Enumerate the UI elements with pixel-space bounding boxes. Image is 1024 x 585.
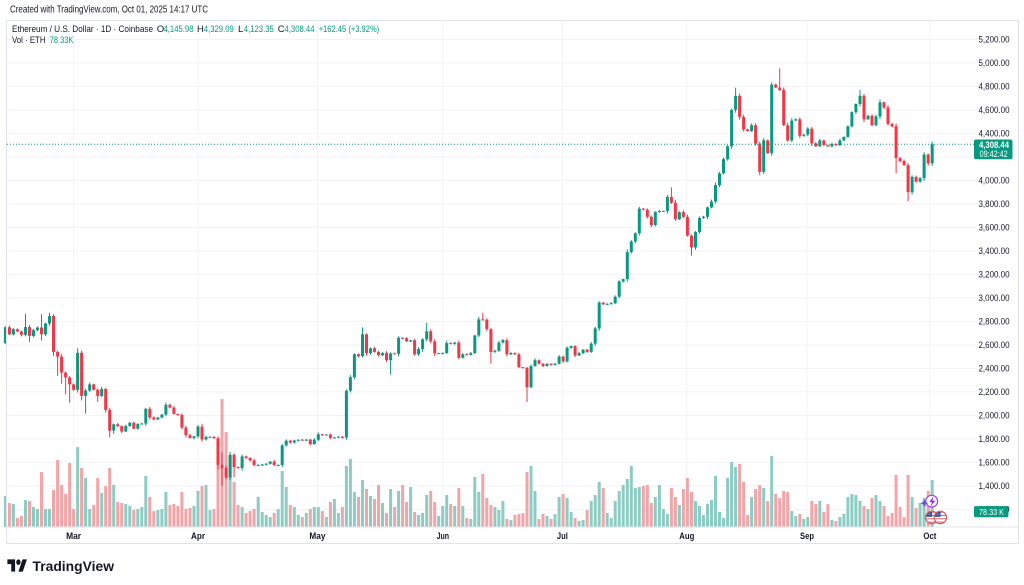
svg-text:5,200.00: 5,200.00 bbox=[979, 35, 1010, 46]
svg-text:Sep: Sep bbox=[800, 531, 814, 542]
svg-text:4,400.00: 4,400.00 bbox=[979, 129, 1010, 140]
svg-text:Vol · ETH: Vol · ETH bbox=[12, 35, 46, 46]
svg-text:+162.45 (+3.92%): +162.45 (+3.92%) bbox=[319, 24, 380, 35]
svg-text:09:42:42: 09:42:42 bbox=[980, 149, 1008, 159]
svg-text:Aug: Aug bbox=[679, 531, 694, 542]
svg-text:78.33 K: 78.33 K bbox=[979, 507, 1004, 517]
svg-text:1,800.00: 1,800.00 bbox=[979, 434, 1010, 445]
svg-text:2,800.00: 2,800.00 bbox=[979, 317, 1010, 328]
svg-text:Ethereum / U.S. Dollar · 1D ·: Ethereum / U.S. Dollar · 1D · Coinbase bbox=[12, 24, 153, 35]
svg-text:3,800.00: 3,800.00 bbox=[979, 199, 1010, 210]
svg-text:Oct: Oct bbox=[923, 531, 937, 542]
svg-text:4,145.98: 4,145.98 bbox=[164, 24, 194, 35]
svg-text:4,308.44: 4,308.44 bbox=[979, 140, 1010, 150]
svg-text:Created with TradingView.com,: Created with TradingView.com, Oct 01, 20… bbox=[10, 5, 208, 16]
svg-text:3,400.00: 3,400.00 bbox=[979, 246, 1010, 257]
svg-text:4,123.35: 4,123.35 bbox=[244, 24, 274, 35]
svg-text:May: May bbox=[309, 531, 326, 542]
svg-text:4,600.00: 4,600.00 bbox=[979, 105, 1010, 116]
svg-text:2,600.00: 2,600.00 bbox=[979, 340, 1010, 351]
svg-text:4,308.44: 4,308.44 bbox=[285, 24, 315, 35]
svg-text:4,329.09: 4,329.09 bbox=[204, 24, 234, 35]
svg-text:Jun: Jun bbox=[437, 531, 450, 542]
svg-text:1,600.00: 1,600.00 bbox=[979, 458, 1010, 469]
svg-text:Jul: Jul bbox=[557, 531, 568, 542]
svg-text:2,200.00: 2,200.00 bbox=[979, 387, 1010, 398]
svg-text:2,400.00: 2,400.00 bbox=[979, 364, 1010, 375]
svg-text:4,800.00: 4,800.00 bbox=[979, 82, 1010, 93]
svg-text:O: O bbox=[157, 24, 164, 35]
svg-text:4,000.00: 4,000.00 bbox=[979, 176, 1010, 187]
svg-text:3,600.00: 3,600.00 bbox=[979, 223, 1010, 234]
svg-text:3,000.00: 3,000.00 bbox=[979, 293, 1010, 304]
svg-text:L: L bbox=[238, 24, 243, 35]
svg-text:Mar: Mar bbox=[66, 531, 81, 542]
svg-text:1,400.00: 1,400.00 bbox=[979, 481, 1010, 492]
svg-text:3,200.00: 3,200.00 bbox=[979, 270, 1010, 281]
svg-text:TradingView: TradingView bbox=[33, 559, 115, 574]
svg-text:5,000.00: 5,000.00 bbox=[979, 58, 1010, 69]
svg-text:Apr: Apr bbox=[191, 531, 205, 542]
svg-text:C: C bbox=[278, 24, 285, 35]
svg-text:2,000.00: 2,000.00 bbox=[979, 411, 1010, 422]
svg-text:H: H bbox=[197, 24, 204, 35]
svg-text:78.33K: 78.33K bbox=[50, 35, 74, 46]
